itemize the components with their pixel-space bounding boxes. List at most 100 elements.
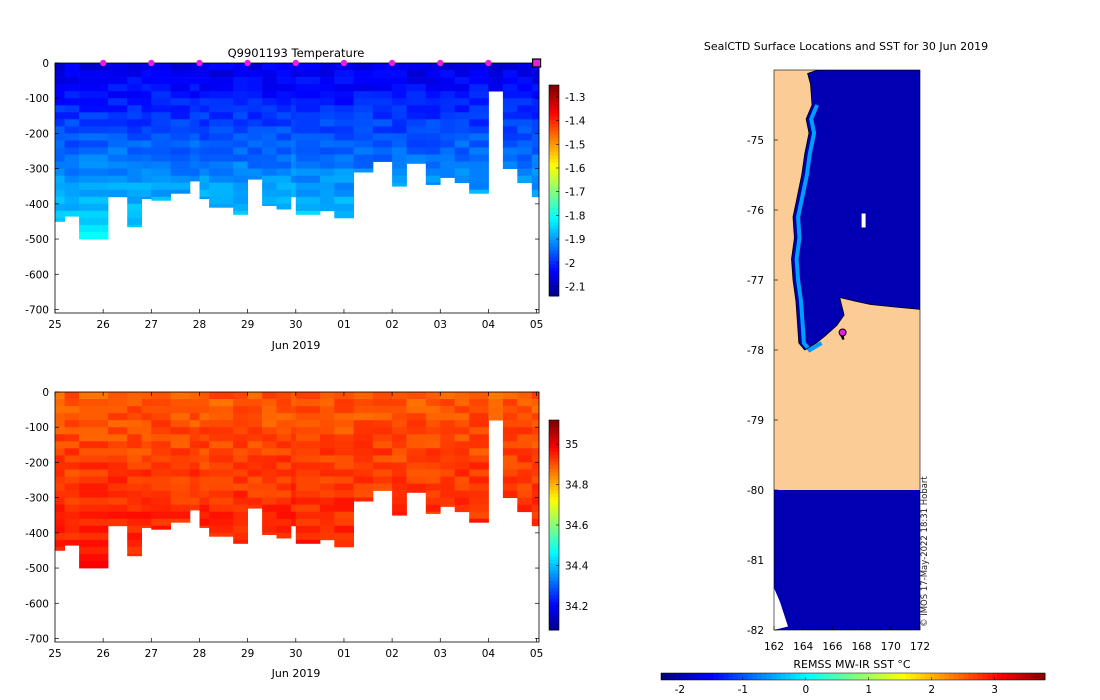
section-cell	[209, 525, 234, 534]
section-cell	[79, 490, 109, 498]
colorbar-step	[549, 201, 559, 206]
section-cell	[440, 427, 456, 435]
section-cell	[440, 448, 456, 456]
section-cell	[488, 406, 504, 414]
y-tick-label: -300	[25, 164, 49, 176]
section-cell	[55, 448, 65, 456]
colorbar-tick-label: -1.4	[565, 116, 586, 128]
section-cell	[425, 175, 441, 184]
section-cell	[170, 98, 191, 106]
section-cell	[79, 112, 109, 120]
section-cell	[469, 98, 489, 106]
colorbar-step	[766, 673, 772, 680]
section-cell	[502, 105, 518, 113]
section-cell	[392, 126, 407, 134]
colorbar-step	[549, 137, 559, 142]
section-cell	[295, 434, 321, 442]
section-cell	[127, 154, 142, 162]
section-cell	[209, 154, 234, 162]
section-cell	[425, 140, 441, 148]
section-cell	[276, 392, 292, 400]
colorbar-step	[549, 420, 559, 424]
section-cell	[151, 70, 171, 78]
colorbar-step	[549, 423, 559, 428]
lon-tick-label: 164	[793, 641, 813, 653]
colorbar-tick-label: -1.9	[565, 234, 586, 246]
colorbar-tick-label: 2	[928, 684, 935, 696]
colorbar-step	[752, 673, 758, 680]
section-cell	[79, 70, 109, 78]
section-cell	[334, 196, 354, 205]
section-cell	[502, 133, 518, 141]
section-cell	[517, 112, 533, 120]
x-tick-label: 01	[337, 648, 350, 660]
section-cell	[151, 462, 171, 470]
section-cell	[55, 441, 65, 449]
section-cell	[127, 469, 142, 477]
section-cell	[454, 497, 470, 505]
section-cell	[319, 413, 335, 421]
section-cell	[372, 469, 393, 477]
section-cell	[262, 154, 277, 162]
section-cell	[170, 91, 191, 99]
colorbar-step	[549, 281, 559, 286]
section-cell	[233, 91, 248, 99]
section-cell	[425, 455, 441, 463]
section-cell	[108, 462, 128, 470]
section-cell	[276, 119, 292, 127]
colorbar-step	[549, 458, 559, 463]
section-cell	[199, 147, 210, 155]
section-cell	[531, 126, 540, 134]
section-cell	[209, 98, 234, 106]
y-tick-label: 0	[42, 58, 49, 70]
section-cell	[392, 161, 407, 169]
section-cell	[502, 77, 518, 85]
section-cell	[170, 420, 191, 428]
colorbar-step	[549, 222, 559, 227]
section-cell	[469, 420, 489, 428]
colorbar-step	[549, 623, 559, 627]
section-cell	[233, 434, 248, 442]
section-cell	[233, 455, 248, 463]
section-cell	[334, 133, 354, 141]
colorbar-step	[867, 673, 873, 680]
section-cell	[319, 70, 335, 78]
colorbar-step	[833, 673, 840, 680]
section-cell	[233, 189, 248, 198]
section-cell	[469, 483, 489, 491]
section-cell	[502, 462, 518, 470]
section-cell	[440, 175, 456, 178]
section-cell	[55, 210, 65, 219]
section-cell	[295, 126, 321, 134]
section-cell	[108, 504, 128, 513]
section-cell	[108, 154, 128, 162]
section-cell	[291, 168, 297, 176]
section-cell	[247, 77, 263, 85]
y-tick-label: -500	[25, 563, 49, 575]
section-cell	[295, 413, 321, 421]
section-cell	[127, 413, 142, 421]
section-cell	[295, 490, 321, 498]
section-cell	[469, 504, 489, 513]
section-cell	[276, 133, 292, 141]
section-cell	[233, 504, 248, 513]
section-cell	[353, 455, 374, 463]
colorbar-step	[549, 430, 559, 435]
section-cell	[189, 126, 200, 134]
x-tick-label: 28	[193, 648, 206, 660]
section-cell	[531, 413, 540, 421]
section-cell	[291, 91, 297, 99]
colorbar-step	[1030, 673, 1036, 680]
section-cell	[127, 518, 142, 527]
section-cell	[55, 455, 65, 463]
section-cell	[531, 105, 540, 113]
section-cell	[64, 420, 80, 428]
section-cell	[372, 63, 393, 71]
salinity-colorbar: 35 34.8 34.6 34.4 34.2	[548, 419, 589, 631]
x-tick-label: 04	[482, 648, 496, 660]
x-tick-label: 27	[145, 319, 158, 331]
section-cell	[233, 462, 248, 470]
section-cell	[406, 91, 427, 99]
section-cell	[247, 91, 263, 99]
